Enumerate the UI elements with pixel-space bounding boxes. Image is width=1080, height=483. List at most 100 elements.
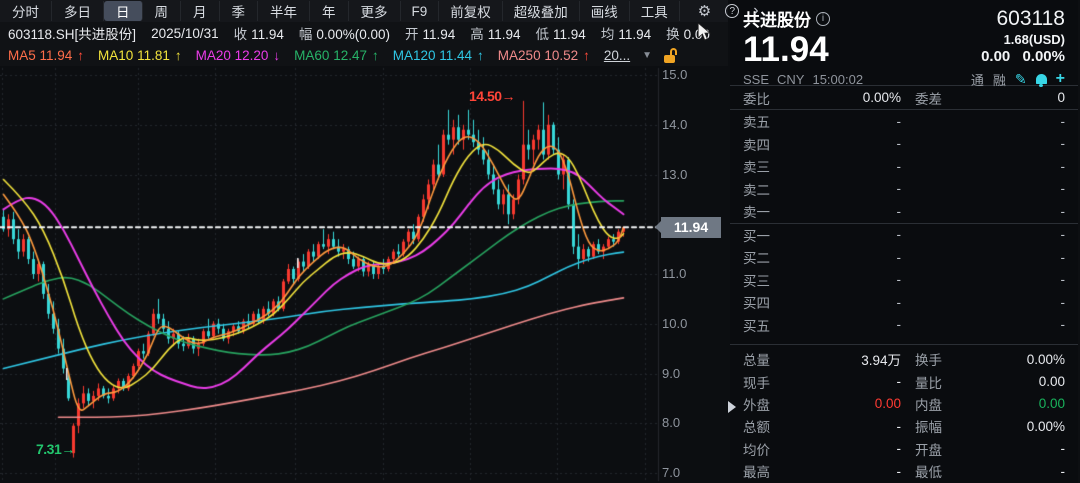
level-label: 买一 [743, 228, 770, 244]
stat-label: 最低 [915, 465, 942, 481]
candlestick-chart-canvas[interactable] [0, 0, 730, 483]
bid-row-2[interactable]: 买二 - - [730, 246, 1078, 269]
ma-item-MA120: MA120 11.44 ↑ [393, 48, 484, 63]
panel-collapse-arrow[interactable] [728, 401, 736, 413]
alert-bell-icon[interactable] [1035, 74, 1047, 88]
field-label: 收 [233, 27, 248, 42]
field-label: 幅 [298, 27, 313, 42]
level-volume: - [1060, 181, 1066, 197]
ma-arrow-up: ↑ [477, 47, 484, 63]
level-label: 卖四 [743, 137, 770, 153]
ma-text: MA120 11.44 [392, 47, 473, 63]
stock-code: 603118 [996, 6, 1065, 30]
field-低: 低 11.94 [536, 23, 586, 43]
field-收: 收 11.94 [234, 23, 284, 43]
divider [730, 222, 1078, 224]
tab-月[interactable]: 月 [181, 1, 220, 21]
add-watchlist-icon[interactable]: + [1055, 70, 1065, 88]
level-price: - [896, 294, 902, 310]
exchange-label: SSE [743, 71, 770, 87]
ohlc-fields: 收 11.94 幅 0.00%(0.00) 开 11.94 高 11.94 低 11.94 均 11.… [234, 23, 710, 43]
tab-分时[interactable]: 分时 [0, 1, 52, 21]
stat-value: - [896, 374, 902, 390]
chart-pane: 分时 多日日周月季半年年更多 F9 前复权 超级叠加 画线 工具 ⚙ ? › 603118… [0, 0, 759, 483]
field-value: 11.94 [422, 27, 456, 42]
chevron-right-icon[interactable]: › [753, 2, 759, 19]
weibi-label: 委比 [743, 91, 770, 107]
level-label: 卖五 [743, 115, 770, 131]
edit-pencil-icon[interactable]: ✎ [1014, 70, 1027, 87]
ma-arrow-up: ↑ [174, 47, 182, 63]
field-高: 高 11.94 [470, 23, 520, 43]
toolbar-button-工具[interactable]: 工具 [630, 1, 680, 21]
field-value: 11.94 [487, 27, 521, 42]
ma-item-MA5: MA5 11.94 ↑ [8, 48, 84, 63]
bid-row-3[interactable]: 买三 - - [730, 269, 1078, 292]
stat-value: - [896, 463, 902, 479]
unlocked-padlock-icon[interactable] [664, 47, 678, 63]
period-tabs: 分时 多日日周月季半年年更多 [0, 1, 401, 21]
margin-tag-rong: 融 [992, 72, 1006, 88]
tab-日[interactable]: 日 [104, 1, 143, 21]
level-volume: - [1060, 136, 1066, 152]
y-tick-label: 7.0 [662, 465, 681, 480]
stat-row: 外盘 0.00 内盘 0.00 [730, 393, 1078, 415]
quote-header: 共进股份 i 603118 11.94 1.68(USD) 0.00 0.00%… [730, 0, 1078, 88]
stat-label: 总额 [743, 420, 770, 436]
price-annotation: 14.50→ [469, 88, 516, 104]
ma-period-selector[interactable]: 20... [603, 47, 631, 63]
level-price: - [896, 272, 902, 288]
toolbar-button-画线[interactable]: 画线 [580, 1, 630, 21]
info-icon[interactable]: i [816, 11, 830, 26]
tab-周[interactable]: 周 [143, 1, 181, 21]
ask-row-1[interactable]: 卖一 - - [730, 200, 1078, 223]
toolbar-button-F9[interactable]: F9 [401, 1, 440, 21]
tab-更多[interactable]: 更多 [349, 1, 401, 21]
field-label: 换 [666, 27, 680, 42]
stat-label: 现手 [743, 375, 770, 391]
toolbar-button-超级叠加[interactable]: 超级叠加 [503, 1, 580, 21]
stat-value: 0.00% [1026, 418, 1065, 434]
ma-arrow-up: ↑ [77, 47, 85, 63]
ask-row-3[interactable]: 卖三 - - [730, 155, 1078, 178]
level-volume: - [1060, 203, 1066, 219]
margin-tag-tong: 通 [970, 72, 984, 88]
usd-price: 1.68(USD) [1003, 32, 1065, 47]
ask-row-4[interactable]: 卖四 - - [730, 133, 1078, 156]
field-value: 11.94 [553, 27, 586, 42]
ma-text: MA10 11.81 [98, 47, 170, 63]
level-volume: - [1060, 272, 1066, 288]
help-icon[interactable]: ? [725, 4, 740, 18]
level-price: - [896, 136, 902, 152]
divider [730, 85, 1078, 86]
weicha-value: 0 [1057, 90, 1065, 105]
level-price: - [896, 249, 902, 265]
ask-row-5[interactable]: 卖五 - - [730, 110, 1078, 133]
tab-年[interactable]: 年 [310, 1, 349, 21]
toolbar-button-前复权[interactable]: 前复权 [439, 1, 503, 21]
tab-季[interactable]: 季 [220, 1, 258, 21]
stat-value: 0.00% [1026, 351, 1065, 367]
y-tick-label: 9.0 [662, 365, 681, 381]
stat-row: 均价 - 开盘 - [730, 438, 1078, 460]
field-label: 开 [404, 27, 419, 42]
settings-gear-icon[interactable]: ⚙ [697, 2, 712, 20]
tab-多日[interactable]: 多日 [52, 1, 104, 21]
ask-row-2[interactable]: 卖二 - - [730, 178, 1078, 201]
stat-value: - [896, 441, 902, 457]
y-tick-label: 13.0 [662, 166, 688, 182]
level-price: - [896, 317, 902, 333]
stat-value: 0.00 [874, 396, 901, 412]
level-label: 买四 [743, 296, 770, 312]
toolbar: 分时 多日日周月季半年年更多 F9 前复权 超级叠加 画线 工具 ⚙ ? › [0, 0, 759, 22]
tab-半年[interactable]: 半年 [258, 1, 310, 21]
bid-row-4[interactable]: 买四 - - [730, 291, 1078, 314]
bid-row-1[interactable]: 买一 - - [730, 224, 1078, 247]
field-label: 低 [535, 27, 550, 42]
level-price: - [896, 203, 902, 219]
bid-row-5[interactable]: 买五 - - [730, 314, 1078, 337]
ma-item-MA20: MA20 12.20 ↓ [196, 48, 281, 63]
quote-info-bar: 603118.SH[共进股份] 2025/10/31 收 11.94 幅 0.00%(… [0, 22, 728, 44]
chevron-down-icon[interactable]: ▼ [642, 49, 653, 61]
